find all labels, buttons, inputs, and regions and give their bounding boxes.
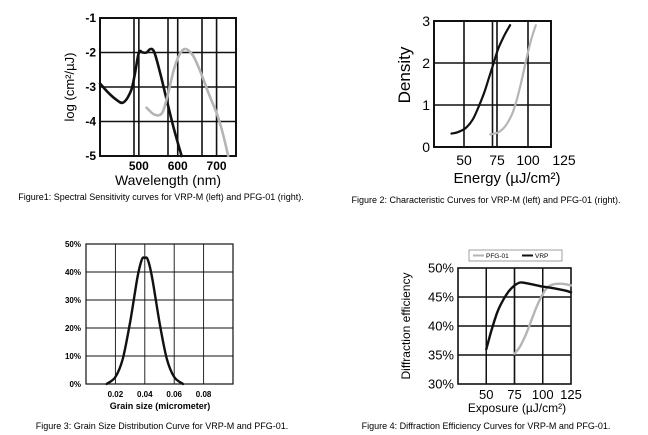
y-tick-label: 1 [422, 97, 430, 113]
x-tick-label: 700 [207, 159, 227, 173]
plot-frame [457, 267, 572, 385]
chart-2-characteristic-curves: 0 1 2 3 50 75 100 125 Energy (µJ/cm²) Density Fig… [324, 0, 648, 217]
legend-label-vrp: VRP [535, 253, 548, 260]
x-axis-label: Grain size (micrometer) [110, 401, 211, 411]
y-tick-label: 50% [65, 240, 81, 249]
x-axis-label: Energy (µJ/cm²) [454, 170, 561, 187]
x-tick-label: 75 [489, 152, 505, 168]
series-line-0 [98, 47, 183, 158]
y-tick-label: 0% [69, 380, 81, 389]
series-line-pfg-01 [513, 282, 573, 355]
x-tick-label: 0.08 [196, 390, 212, 399]
x-tick-label: 100 [516, 152, 540, 168]
chart-4-caption: Figure 4: Diffraction Efficiency Curves … [361, 421, 611, 431]
x-tick-label: 125 [560, 387, 582, 402]
chart-2-caption: Figure 2: Characteristic Curves for VRP-… [351, 195, 621, 205]
y-axis-label: log (cm²/µJ) [62, 53, 77, 122]
x-tick-label: 50 [456, 152, 472, 168]
y-tick-label: 20% [65, 324, 81, 333]
chart-3-grain-size: 0% 10% 20% 30% 40% 50% 0.02 0.04 0.06 0.08 Grain s… [0, 217, 324, 435]
x-tick-label: 0.06 [166, 390, 182, 399]
y-tick-label: -1 [85, 11, 96, 25]
x-axis-label: Exposure (µJ/cm²) [468, 401, 566, 415]
plot-frame [85, 243, 234, 385]
series-line-0 [105, 256, 185, 386]
y-tick-label: 40% [65, 268, 81, 277]
y-tick-label: -3 [85, 80, 96, 94]
plot-frame [99, 17, 237, 157]
chart-4-diffraction-efficiency: 30% 35% 40% 45% 50% 50 75 100 125 Exposure (µJ/cm… [324, 217, 648, 435]
y-tick-label: 35% [428, 348, 454, 363]
x-tick-label: 600 [168, 159, 188, 173]
y-tick-label: 50% [428, 261, 454, 276]
chart-3-svg: 0% 10% 20% 30% 40% 50% 0.02 0.04 0.06 0.08 Grain s… [65, 240, 234, 411]
y-tick-label: 40% [428, 319, 454, 334]
legend-label-pfg-01: PFG-01 [486, 253, 509, 260]
x-tick-label: 125 [552, 152, 576, 168]
y-tick-label: 30% [65, 296, 81, 305]
x-axis-label: Wavelength (nm) [115, 172, 221, 188]
y-axis-label: Density [395, 46, 414, 103]
y-axis-label: Diffraction efficiency [399, 273, 413, 380]
chart-1-spectral-sensitivity: -1 -2 -3 -4 -5 500 600 700 Wavelength (nm) log (c… [0, 0, 324, 217]
series-line-0 [450, 24, 512, 135]
chart-1-caption: Figure1: Spectral Sensitivity curves for… [18, 192, 304, 202]
y-tick-label: 2 [422, 55, 430, 71]
chart-3-caption: Figure 3: Grain Size Distribution Curve … [35, 421, 289, 431]
x-tick-label: 0.04 [137, 390, 153, 399]
y-tick-label: 30% [428, 377, 454, 392]
y-tick-label: 3 [422, 13, 430, 29]
x-tick-label: 100 [532, 387, 554, 402]
y-tick-label: -2 [85, 46, 96, 60]
y-tick-label: -4 [85, 115, 96, 129]
series-line-vrp [485, 281, 573, 351]
y-tick-label: -5 [85, 149, 96, 163]
x-tick-label: 0.02 [108, 390, 124, 399]
series-line-1 [489, 24, 537, 136]
x-tick-label: 50 [479, 387, 493, 402]
plot-frame [433, 20, 552, 148]
y-tick-label: 0 [422, 139, 430, 155]
y-tick-label: 45% [428, 290, 454, 305]
y-tick-label: 10% [65, 352, 81, 361]
legend-box [468, 249, 563, 262]
x-tick-label: 75 [507, 387, 521, 402]
series-line-1 [145, 47, 230, 158]
x-tick-label: 500 [129, 159, 149, 173]
chart-2-svg: 0 1 2 3 50 75 100 125 Energy (µJ/cm²) Density [395, 13, 576, 187]
